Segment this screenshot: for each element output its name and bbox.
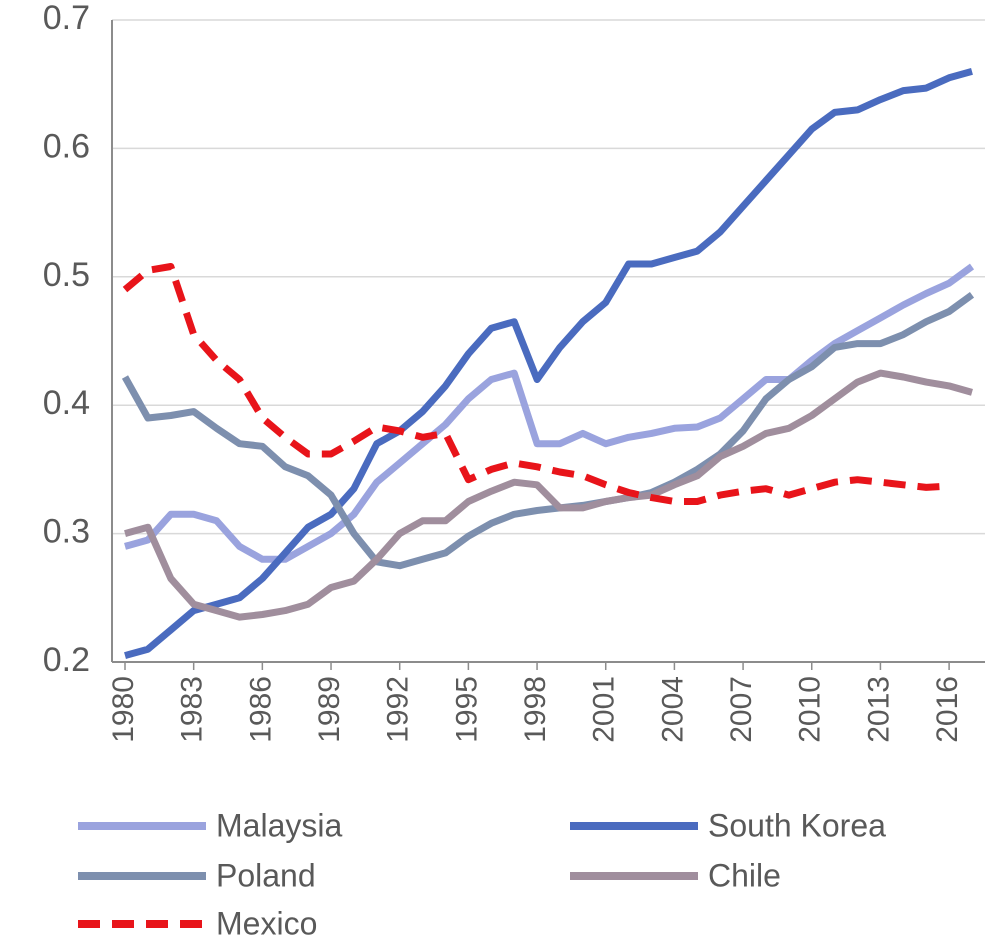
y-tick-label: 0.5: [43, 256, 90, 294]
x-tick-label: 2016: [931, 676, 964, 743]
x-tick-label: 1980: [107, 676, 140, 743]
x-tick-label: 2013: [862, 676, 895, 743]
x-tick-label: 1986: [244, 676, 277, 743]
x-tick-label: 1995: [450, 676, 483, 743]
legend-label: Poland: [216, 857, 316, 893]
x-tick-label: 1983: [176, 676, 209, 743]
legend-label: Chile: [708, 857, 781, 893]
x-tick-label: 2010: [794, 676, 827, 743]
legend-label: Mexico: [216, 905, 317, 941]
y-tick-label: 0.2: [43, 641, 90, 679]
y-tick-label: 0.4: [43, 384, 90, 422]
legend-label: Malaysia: [216, 807, 342, 843]
y-tick-label: 0.7: [43, 0, 90, 37]
series-line: [124, 263, 975, 563]
x-tick-label: 2004: [656, 676, 689, 743]
y-tick-label: 0.6: [43, 127, 90, 165]
x-tick-label: 1992: [382, 676, 415, 743]
series-line: [124, 369, 973, 621]
x-tick-label: 1989: [313, 676, 346, 743]
x-tick-label: 1998: [519, 676, 552, 743]
series-line: [122, 263, 950, 505]
x-tick-label: 2001: [588, 676, 621, 743]
x-tick-label: 2007: [725, 676, 758, 743]
legend-label: South Korea: [708, 807, 886, 843]
series-line: [124, 68, 973, 659]
series-line: [121, 291, 975, 570]
y-tick-label: 0.3: [43, 513, 90, 551]
